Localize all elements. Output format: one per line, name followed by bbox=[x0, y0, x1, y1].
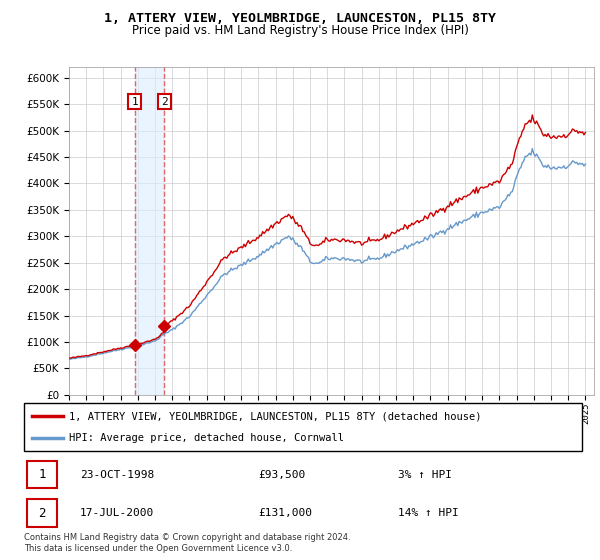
Text: 14% ↑ HPI: 14% ↑ HPI bbox=[398, 508, 458, 518]
Text: 1: 1 bbox=[38, 468, 46, 481]
Text: 2: 2 bbox=[161, 96, 168, 106]
Text: HPI: Average price, detached house, Cornwall: HPI: Average price, detached house, Corn… bbox=[68, 433, 344, 443]
Text: 23-OCT-1998: 23-OCT-1998 bbox=[80, 470, 154, 479]
Text: 1, ATTERY VIEW, YEOLMBRIDGE, LAUNCESTON, PL15 8TY (detached house): 1, ATTERY VIEW, YEOLMBRIDGE, LAUNCESTON,… bbox=[68, 411, 481, 421]
Text: 1: 1 bbox=[131, 96, 138, 106]
Text: £131,000: £131,000 bbox=[259, 508, 313, 518]
Text: 17-JUL-2000: 17-JUL-2000 bbox=[80, 508, 154, 518]
Text: Price paid vs. HM Land Registry's House Price Index (HPI): Price paid vs. HM Land Registry's House … bbox=[131, 24, 469, 36]
Text: 3% ↑ HPI: 3% ↑ HPI bbox=[398, 470, 452, 479]
FancyBboxPatch shape bbox=[27, 500, 58, 527]
Text: £93,500: £93,500 bbox=[259, 470, 305, 479]
Text: 1, ATTERY VIEW, YEOLMBRIDGE, LAUNCESTON, PL15 8TY: 1, ATTERY VIEW, YEOLMBRIDGE, LAUNCESTON,… bbox=[104, 12, 496, 25]
Text: Contains HM Land Registry data © Crown copyright and database right 2024.
This d: Contains HM Land Registry data © Crown c… bbox=[24, 533, 350, 553]
FancyBboxPatch shape bbox=[27, 461, 58, 488]
Text: 2: 2 bbox=[38, 507, 46, 520]
Bar bbox=[134, 67, 164, 395]
